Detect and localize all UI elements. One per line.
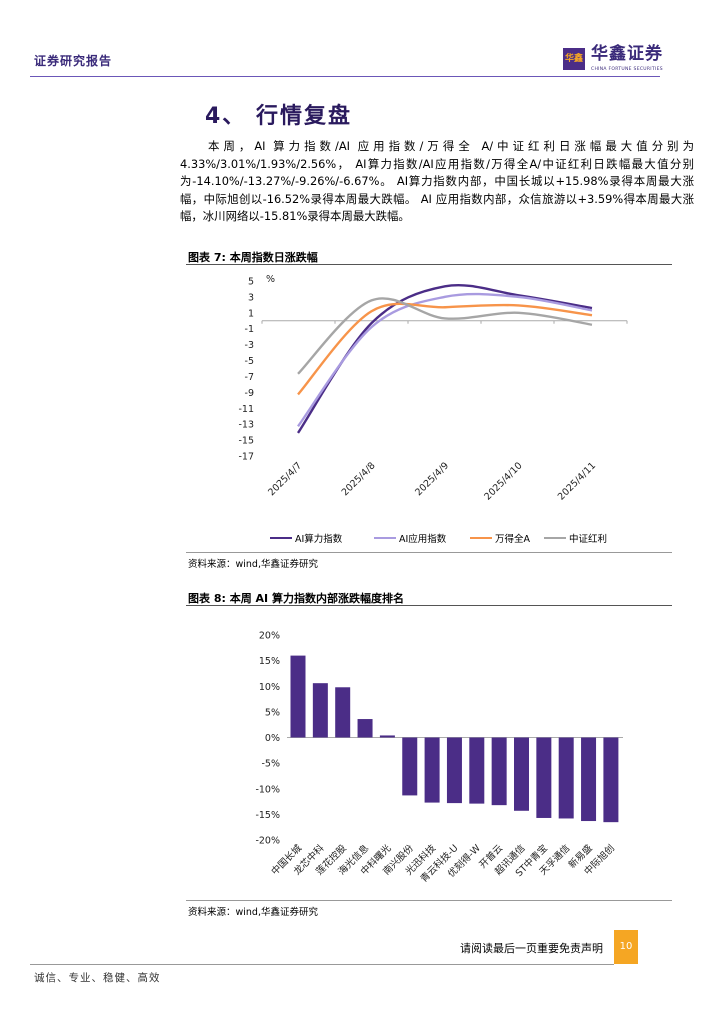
bar-1: [312, 683, 328, 738]
section-title: 4、 行情复盘: [205, 104, 352, 129]
y-tick-label: 1: [248, 308, 254, 319]
y-tick-label: -11: [238, 404, 254, 415]
legend-item: 万得全A: [470, 531, 530, 545]
x-tick-label: 2025/4/11: [556, 460, 598, 502]
series-line-1: [297, 292, 593, 428]
y-tick-label: -9: [245, 388, 254, 399]
figure8-title: 图表 8: 本周 AI 算力指数内部涨跌幅度排名: [188, 592, 404, 605]
bar-3: [357, 719, 373, 738]
bar-8: [469, 737, 485, 804]
y-tick-label: -13: [238, 420, 254, 431]
y-tick-label: -10%: [255, 784, 280, 795]
y-tick-label: 20%: [259, 631, 280, 642]
y-tick-label: 0%: [265, 733, 280, 744]
figure8-divider: [186, 605, 672, 606]
series-line-3: [297, 297, 593, 375]
y-tick-label: -15%: [255, 810, 280, 821]
legend-swatch: [270, 537, 292, 539]
y-tick-label: -5%: [262, 759, 281, 770]
header-divider: [30, 76, 660, 77]
company-logo-icon: 华鑫: [563, 48, 585, 70]
figure7-source: 资料来源：wind,华鑫证券研究: [188, 559, 318, 570]
y-tick-label: -20%: [255, 836, 280, 847]
bar-11: [536, 737, 552, 818]
bar-12: [558, 737, 574, 819]
legend-label: 中证红利: [569, 534, 608, 545]
footer-motto: 诚信、专业、稳健、高效: [34, 972, 161, 984]
legend-label: AI应用指数: [399, 534, 447, 545]
y-tick-label: 5%: [265, 707, 280, 718]
line-chart: 5 3 1 -1 -3 -5 -7 -9 -11 -13 -15 -17% 2025/4/7 2025/4…: [238, 274, 628, 503]
y-tick-label: 3: [248, 292, 254, 303]
x-tick-label: 2025/4/7: [266, 460, 304, 498]
legend-label: AI算力指数: [295, 534, 343, 545]
legend-item: AI算力指数: [270, 531, 342, 545]
bar-chart: 20%15%10%5%0%-5%-10%-15%-20%中国长城龙芯中科莲花控股…: [255, 631, 623, 885]
bar-7: [446, 737, 462, 804]
y-tick-label: 15%: [259, 656, 280, 667]
page-number: 10: [614, 930, 638, 964]
bar-14: [603, 737, 619, 823]
footer-divider: [30, 964, 614, 965]
bar-13: [581, 737, 597, 822]
x-tick-label: 2025/4/9: [413, 460, 451, 498]
y-tick-label: -1: [245, 324, 254, 335]
y-tick-label: 5: [248, 277, 254, 288]
disclaimer-note: 请阅读最后一页重要免责声明: [460, 942, 603, 955]
legend-item: AI应用指数: [374, 531, 446, 545]
bar-4: [379, 735, 395, 738]
company-name-en: CHINA FORTUNE SECURITIES: [591, 67, 663, 72]
series-line-2: [297, 302, 593, 396]
bar-2: [335, 687, 351, 738]
report-type-label: 证券研究报告: [34, 54, 113, 68]
x-tick-label: 2025/4/10: [482, 460, 524, 502]
figure8-bottom-divider: [186, 900, 672, 901]
body-paragraph: 本周，AI 算力指数/AI 应用指数/万得全 A/中证红利日涨幅最大值分别为4.…: [180, 139, 694, 223]
bar-0: [290, 655, 306, 738]
y-tick-label: 10%: [259, 682, 280, 693]
legend-swatch: [470, 537, 492, 539]
figure7-bottom-divider: [186, 552, 672, 553]
y-tick-label: -5: [245, 356, 254, 367]
y-tick-label: -17: [238, 452, 254, 463]
legend-swatch: [374, 537, 396, 539]
company-name: 华鑫证券: [591, 44, 663, 64]
y-tick-label: -7: [245, 372, 254, 383]
bar-10: [514, 737, 529, 811]
y-axis-unit: %: [266, 274, 275, 285]
x-tick-label: 2025/4/8: [340, 460, 378, 498]
legend-label: 万得全A: [495, 534, 530, 545]
bar-9: [491, 737, 507, 806]
bar-5: [402, 737, 418, 796]
bar-6: [424, 737, 440, 803]
figure8-source: 资料来源：wind,华鑫证券研究: [188, 907, 318, 918]
legend-swatch: [544, 537, 566, 539]
legend-item: 中证红利: [544, 531, 607, 545]
y-tick-label: -3: [245, 340, 254, 351]
figure7-title: 图表 7: 本周指数日涨跌幅: [188, 251, 318, 264]
y-tick-label: -15: [238, 436, 254, 447]
figure7-divider: [186, 264, 672, 265]
